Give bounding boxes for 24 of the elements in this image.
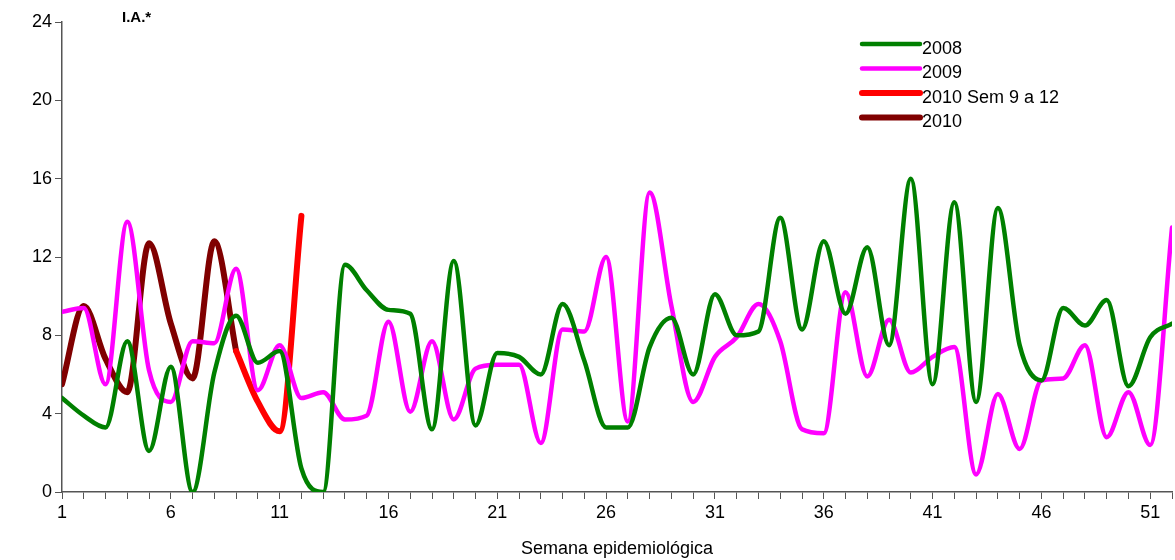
- x-tick-label: 1: [56, 501, 68, 522]
- y-tick-label: 20: [31, 89, 52, 110]
- x-axis-title: Semana epidemiológica: [520, 537, 715, 558]
- legend-label: 2010 Sem 9 a 12: [922, 86, 1060, 107]
- y-tick-label: 12: [31, 245, 52, 266]
- y-tick-label: 4: [41, 402, 52, 423]
- x-tick-label: 16: [378, 501, 399, 522]
- x-tick-label: 31: [704, 501, 725, 522]
- y-tick-label: 24: [31, 10, 52, 31]
- x-tick-label: 36: [813, 501, 834, 522]
- y-axis-title: I.A.*: [122, 8, 152, 25]
- y-tick-label: 16: [31, 167, 52, 188]
- y-tick-label: 0: [41, 480, 52, 501]
- x-tick-label: 11: [270, 501, 289, 522]
- x-tick-label: 26: [596, 501, 617, 522]
- legend-label: 2008: [922, 37, 963, 58]
- legend-label: 2009: [922, 62, 963, 83]
- x-tick-label: 51: [1140, 501, 1161, 522]
- x-tick-label: 21: [487, 501, 508, 522]
- y-tick-label: 8: [41, 324, 52, 345]
- x-tick-label: 46: [1031, 501, 1052, 522]
- x-tick-label: 6: [165, 501, 176, 522]
- x-tick-label: 41: [922, 501, 943, 522]
- legend-label: 2010: [922, 111, 963, 132]
